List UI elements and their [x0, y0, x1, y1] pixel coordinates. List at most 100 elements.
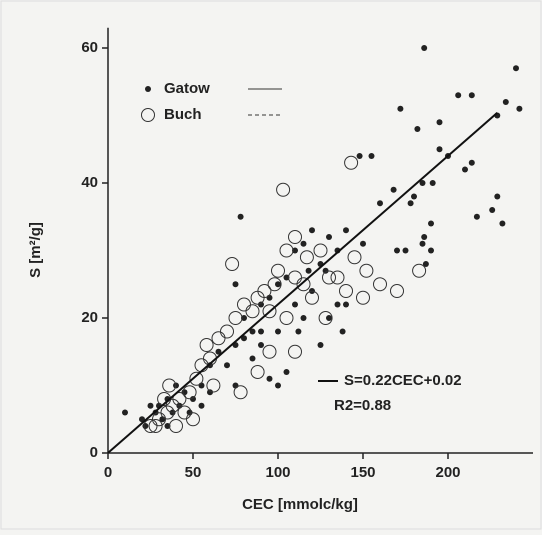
point: [305, 267, 312, 274]
point: [198, 402, 205, 409]
point: [300, 315, 307, 321]
x-axis-label: CEC [mmolc/kg]: [242, 496, 358, 513]
point: [412, 263, 427, 278]
x-tick-label: 50: [185, 464, 202, 481]
point: [402, 247, 409, 254]
point: [275, 328, 281, 335]
point: [322, 270, 336, 285]
y-axis-label: S [m²/g]: [27, 222, 44, 278]
point: [283, 369, 290, 375]
fit-line: [107, 112, 498, 454]
point: [317, 342, 324, 348]
point: [390, 186, 397, 193]
point: [283, 274, 290, 281]
x-tick-label: 0: [104, 464, 112, 481]
legend-label: Gatow: [164, 80, 210, 97]
point: [182, 385, 197, 400]
point: [499, 220, 506, 227]
point: [190, 396, 196, 402]
point: [224, 362, 230, 369]
point: [343, 301, 349, 308]
legend-marker: [145, 86, 151, 92]
point: [249, 328, 256, 335]
point: [148, 419, 163, 433]
point: [502, 99, 509, 105]
point: [468, 92, 475, 99]
point: [233, 385, 248, 400]
point: [152, 412, 166, 427]
legend-marker: [141, 108, 155, 122]
point: [339, 328, 346, 335]
point: [276, 182, 291, 197]
point: [407, 200, 414, 207]
point: [225, 257, 240, 271]
legend-label: Buch: [164, 106, 202, 123]
point: [275, 281, 281, 288]
point: [271, 263, 285, 278]
point: [296, 277, 311, 292]
point: [142, 423, 149, 429]
point: [266, 375, 273, 382]
point: [516, 105, 523, 112]
point: [262, 304, 277, 319]
point: [300, 240, 307, 247]
point: [368, 153, 375, 159]
point: [455, 92, 462, 99]
point: [359, 263, 374, 278]
point: [164, 423, 171, 429]
point: [258, 328, 264, 335]
point: [267, 277, 282, 292]
y-tick-label: 40: [81, 174, 98, 191]
point: [232, 281, 239, 288]
annotation: S=0.22CEC+0.02: [344, 372, 462, 389]
point: [237, 213, 244, 220]
point: [288, 344, 302, 359]
point: [228, 311, 243, 325]
point: [122, 409, 128, 416]
x-tick-label: 100: [265, 464, 290, 481]
point: [211, 331, 226, 346]
point: [356, 290, 370, 305]
point: [237, 297, 251, 312]
annotation: R2=0.88: [334, 397, 391, 414]
y-tick-label: 20: [81, 309, 98, 326]
x-tick-label: 150: [350, 464, 375, 481]
point: [428, 220, 434, 227]
point: [462, 166, 468, 173]
point: [468, 159, 475, 166]
point: [489, 207, 496, 213]
point: [394, 247, 400, 254]
point: [189, 371, 204, 386]
point: [206, 378, 221, 393]
point: [169, 419, 183, 433]
point: [326, 234, 332, 240]
point: [279, 243, 294, 258]
point: [318, 311, 333, 325]
point: [334, 301, 341, 308]
point: [377, 200, 383, 207]
point: [258, 342, 264, 348]
point: [414, 126, 421, 132]
point: [330, 270, 345, 285]
point: [347, 250, 362, 265]
x-tick-label: 200: [435, 464, 460, 481]
point: [186, 412, 200, 427]
point: [513, 65, 519, 72]
point: [241, 315, 247, 321]
y-tick-label: 0: [90, 444, 98, 461]
point: [245, 304, 260, 319]
point: [250, 290, 265, 305]
point: [199, 338, 214, 352]
point: [299, 250, 314, 265]
point: [360, 240, 366, 247]
point: [258, 301, 264, 308]
point: [309, 227, 315, 234]
point: [436, 146, 443, 153]
point: [356, 153, 363, 159]
point: [275, 382, 281, 389]
point: [215, 348, 222, 355]
point: [250, 365, 265, 379]
point: [421, 234, 428, 240]
y-tick-label: 60: [81, 39, 98, 56]
